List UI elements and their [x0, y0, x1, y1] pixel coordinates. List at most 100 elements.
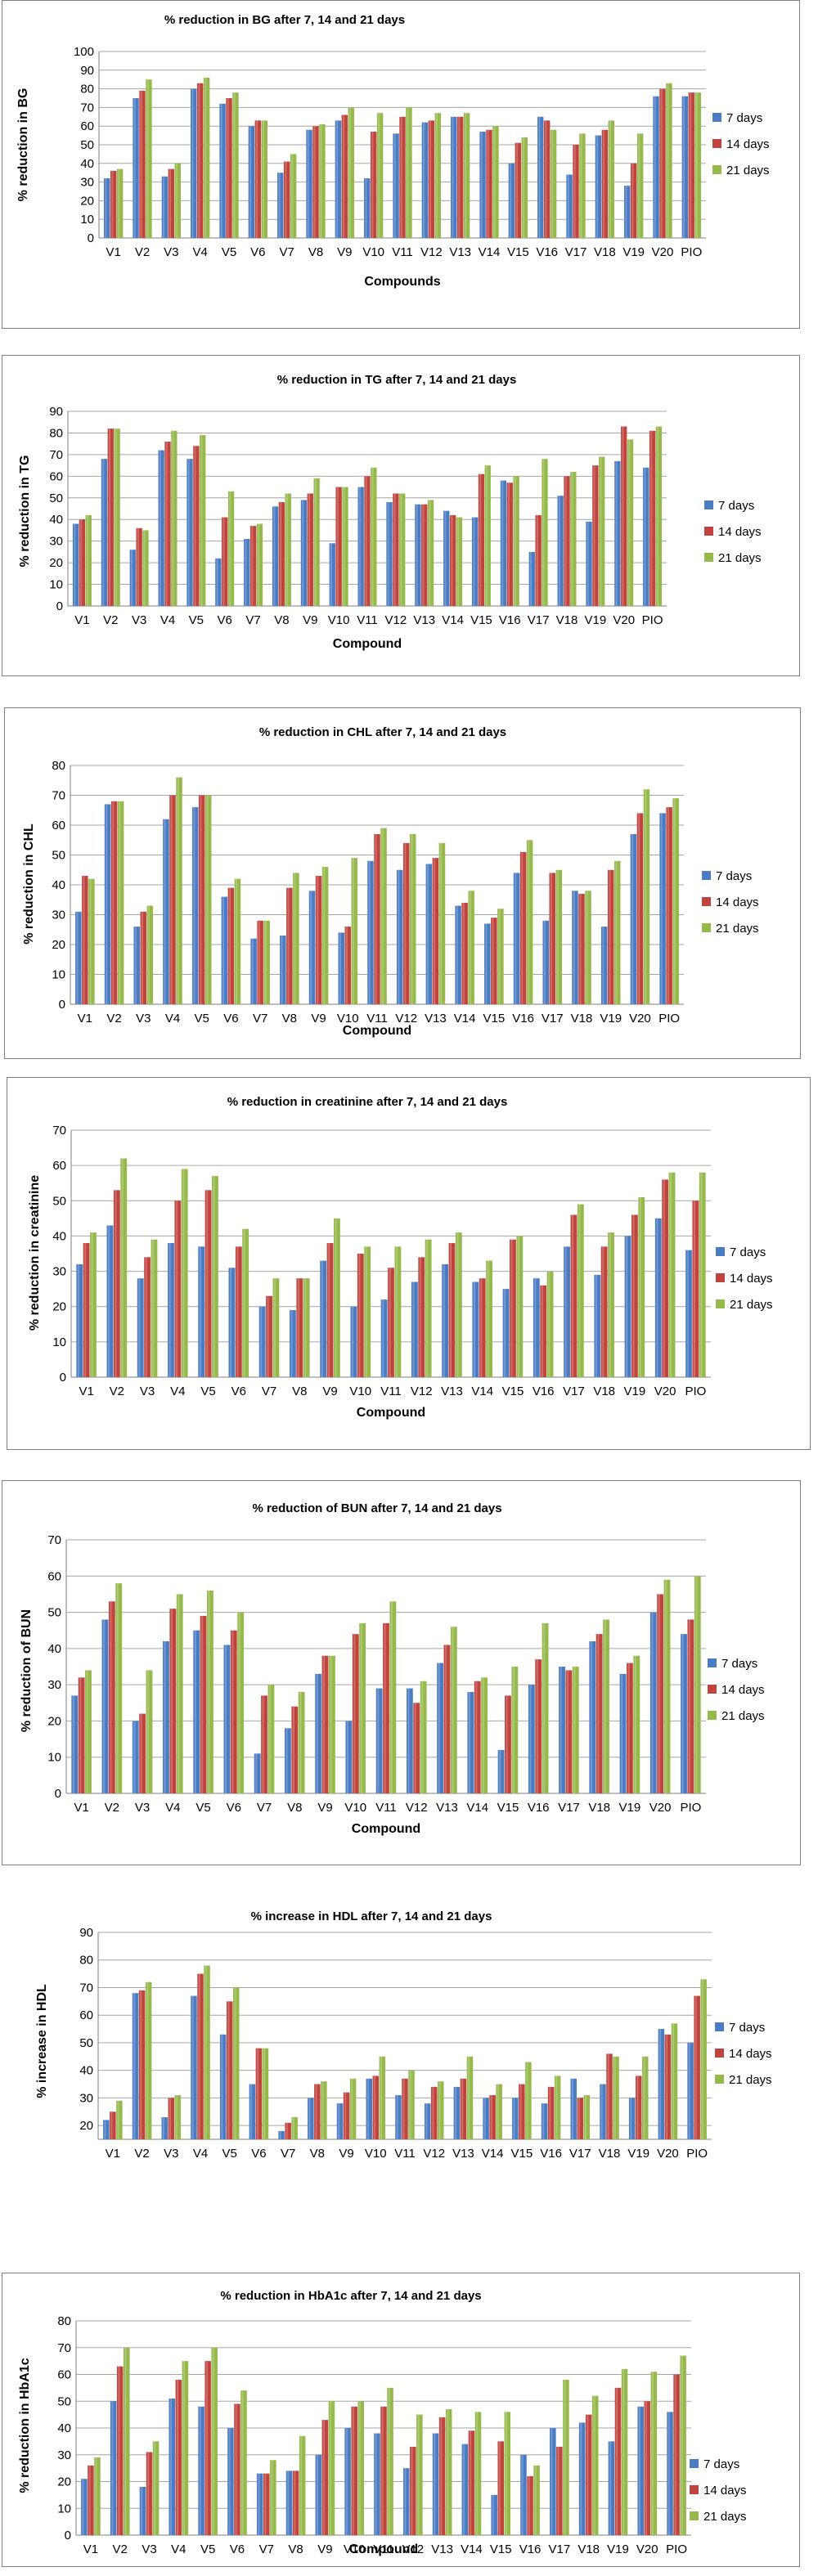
bar: [420, 1681, 427, 1793]
bar: [694, 1576, 701, 1793]
y-tick-label: 20: [80, 194, 94, 208]
bar-highlight: [449, 1243, 452, 1377]
bar: [351, 858, 358, 1004]
bar-highlight: [423, 122, 425, 238]
bar-highlight: [164, 819, 166, 1004]
bar-highlight: [571, 1214, 574, 1377]
bar-highlight: [421, 1681, 424, 1793]
legend-swatch: [715, 2049, 724, 2058]
bar: [321, 2081, 327, 2139]
bar: [526, 840, 533, 1004]
bar: [364, 1246, 371, 1377]
bar-highlight: [440, 2417, 443, 2535]
y-tick-label: 100: [74, 45, 94, 59]
bar-highlight: [375, 2433, 377, 2535]
bar: [146, 905, 154, 1004]
bar-highlight: [227, 2001, 230, 2139]
bar-highlight: [229, 887, 231, 1004]
bar: [366, 2078, 372, 2139]
bar: [421, 122, 429, 238]
bar-highlight: [351, 2078, 353, 2139]
bar-highlight: [285, 1728, 288, 1793]
bar: [442, 1263, 449, 1377]
bar-highlight: [178, 1594, 180, 1793]
bar-highlight: [176, 2380, 179, 2535]
bar-highlight: [485, 923, 488, 1004]
x-tick-label: V14: [466, 1801, 488, 1815]
bar: [516, 1236, 524, 1377]
x-tick-label: V9: [339, 2147, 353, 2161]
bar: [700, 1979, 707, 2139]
bar-highlight: [82, 2479, 84, 2535]
x-tick-label: V12: [402, 2542, 424, 2556]
x-tick-label: V3: [136, 1012, 151, 1025]
bar-highlight: [110, 2112, 113, 2139]
x-tick-label: V7: [253, 1012, 267, 1025]
bar: [506, 482, 513, 606]
x-tick-label: V9: [337, 245, 352, 259]
legend-swatch: [716, 1273, 725, 1282]
bar: [642, 2056, 649, 2139]
bar-highlight: [580, 133, 582, 238]
bar-highlight: [258, 920, 260, 1004]
bar-highlight: [335, 1218, 337, 1377]
bar-highlight: [492, 2494, 494, 2535]
bar-highlight: [688, 2042, 690, 2139]
bar: [132, 1721, 139, 1793]
bar-highlight: [667, 807, 669, 1004]
bar-highlight: [521, 2454, 524, 2535]
bar-highlight: [650, 430, 653, 606]
bar: [626, 1663, 633, 1793]
bar-highlight: [667, 83, 669, 238]
bar: [352, 1634, 359, 1793]
bar-highlight: [251, 526, 254, 606]
bar-highlight: [258, 2473, 260, 2535]
bar-highlight: [700, 1172, 703, 1377]
bar: [636, 133, 644, 238]
bar: [564, 476, 570, 606]
y-tick-label: 80: [52, 759, 65, 773]
bar-highlight: [551, 129, 554, 238]
bar: [132, 1993, 139, 2139]
bar-highlight: [229, 491, 231, 606]
y-tick-label: 40: [79, 2064, 93, 2078]
bar: [528, 551, 535, 606]
bar: [667, 2412, 673, 2535]
bar-highlight: [271, 2460, 273, 2535]
bar-highlight: [468, 2056, 470, 2139]
bar: [372, 2076, 380, 2139]
bar: [191, 807, 199, 1004]
bar-highlight: [432, 2086, 434, 2139]
bar: [342, 487, 348, 606]
bar-highlight: [262, 120, 264, 238]
bar: [283, 161, 290, 238]
y-tick-label: 10: [52, 1335, 66, 1349]
bar-highlight: [609, 869, 611, 1004]
y-tick-label: 50: [47, 1606, 61, 1620]
legend-label: 21 days: [730, 1298, 773, 1312]
x-tick-label: V18: [599, 2147, 621, 2161]
bar-highlight: [578, 2098, 580, 2139]
bar: [142, 530, 149, 606]
x-tick-label: V12: [423, 2147, 445, 2161]
bar-highlight: [470, 2430, 472, 2535]
chart-svg: % reduction in creatinine after 7, 14 an…: [28, 1095, 773, 1420]
bar: [601, 129, 609, 238]
bar-highlight: [308, 2098, 311, 2139]
bar-highlight: [339, 932, 341, 1004]
x-tick-label: V4: [165, 1801, 180, 1815]
bar-highlight: [510, 163, 512, 238]
bar: [664, 2034, 672, 2139]
bar-highlight: [316, 2454, 319, 2535]
bar-highlight: [615, 860, 618, 1004]
chart-panel-bg: % reduction in BG after 7, 14 and 21 day…: [2, 0, 800, 329]
bar: [181, 1169, 188, 1377]
bar: [204, 1190, 212, 1377]
bar: [550, 129, 557, 238]
bar-highlight: [220, 103, 222, 238]
bar-highlight: [133, 1993, 136, 2139]
bar: [336, 2103, 344, 2139]
y-tick-label: 0: [88, 231, 94, 245]
bar: [215, 558, 222, 606]
bar-highlight: [395, 1246, 398, 1377]
